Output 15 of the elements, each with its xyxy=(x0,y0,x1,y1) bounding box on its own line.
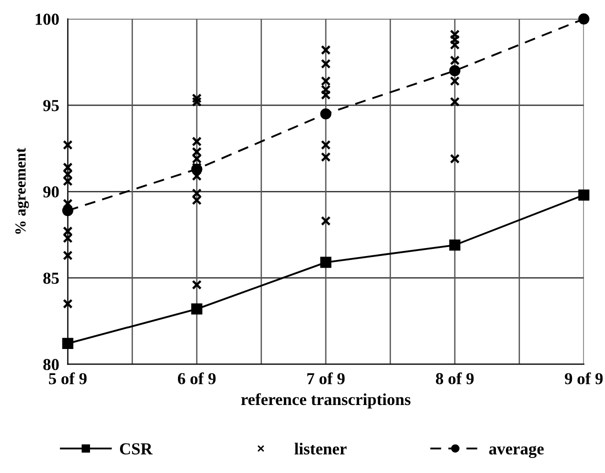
legend-label: CSR xyxy=(120,443,153,454)
x-tick-label: 9 of 9 xyxy=(564,372,603,384)
y-tick-label: 85 xyxy=(43,272,59,284)
y-tick-label: 95 xyxy=(43,100,59,112)
y-tick-label: 80 xyxy=(43,358,59,370)
y-tick-label: 100 xyxy=(36,14,59,25)
x-tick-label: 5 of 9 xyxy=(48,372,87,384)
legend-label: average xyxy=(489,446,544,458)
legend-label: listener xyxy=(294,442,347,454)
x-tick-label: 7 of 9 xyxy=(307,372,345,384)
y-axis-title: % agreement xyxy=(15,148,29,234)
x-tick-label: 8 of 9 xyxy=(436,372,474,384)
x-tick-label: 6 of 9 xyxy=(178,372,216,384)
x-axis-title: reference transcriptions xyxy=(241,393,410,408)
y-tick-label: 90 xyxy=(43,186,59,198)
